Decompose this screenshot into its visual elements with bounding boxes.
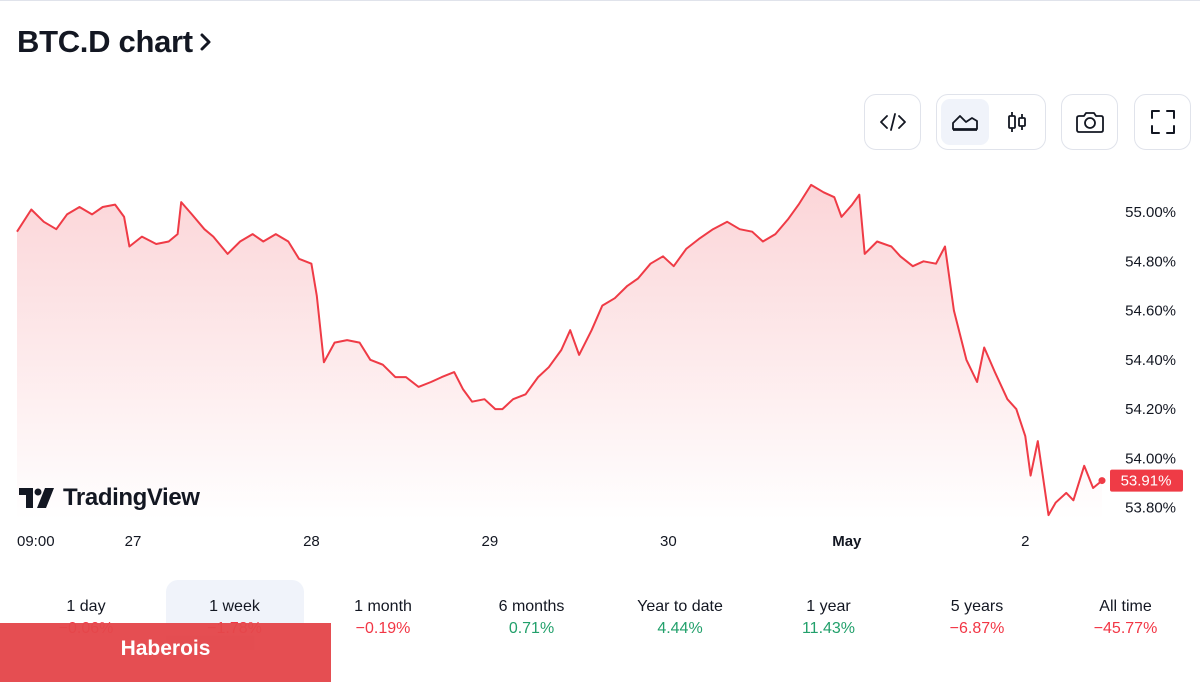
- x-tick-label: 09:00: [17, 533, 55, 550]
- fullscreen-button[interactable]: [1134, 94, 1191, 150]
- last-value-label: 53.91%: [1121, 473, 1172, 490]
- x-tick-label: May: [832, 533, 862, 550]
- range-6-months[interactable]: 6 months 0.71%: [463, 580, 601, 650]
- series-line: [16, 183, 1103, 517]
- watermark-text: Haberois: [120, 637, 211, 660]
- range-1-month[interactable]: 1 month −0.19%: [314, 580, 452, 650]
- x-tick-label: 28: [303, 533, 320, 550]
- y-tick-label: 55.00%: [1125, 204, 1176, 221]
- y-tick-label: 54.80%: [1125, 253, 1176, 270]
- screenshot-button[interactable]: [1061, 94, 1118, 150]
- range-change: −0.19%: [355, 620, 411, 637]
- price-chart[interactable]: 55.00% 54.80% 54.60% 54.40% 54.20% 54.00% 53.8…: [0, 160, 1200, 560]
- range-1-year[interactable]: 1 year 11.43%: [760, 580, 898, 650]
- x-tick-label: 27: [125, 533, 142, 550]
- x-tick-label: 2: [1021, 533, 1029, 550]
- range-label: 1 day: [66, 598, 106, 615]
- series-area-fill: [17, 184, 1102, 520]
- range-change: 0.71%: [508, 620, 555, 637]
- range-label: 1 month: [354, 598, 412, 615]
- range-label: 5 years: [950, 598, 1004, 615]
- top-divider: [0, 0, 1200, 1]
- tradingview-logo[interactable]: TradingView: [19, 484, 200, 512]
- range-change: −45.77%: [1093, 620, 1158, 637]
- y-tick-label: 54.00%: [1125, 450, 1176, 467]
- range-change: 11.43%: [801, 620, 856, 637]
- last-value-badge: [1110, 469, 1183, 492]
- chart-style-group: [936, 94, 1046, 150]
- range-label: 1 year: [806, 598, 851, 615]
- y-tick-label: 53.80%: [1125, 500, 1176, 517]
- last-point-dot: [1098, 477, 1106, 485]
- range-label: 1 week: [209, 598, 260, 615]
- x-tick-label: 29: [482, 533, 499, 550]
- y-tick-label: 54.40%: [1125, 352, 1176, 369]
- chart-title-link[interactable]: BTC.D chart: [17, 24, 213, 60]
- y-tick-label: 54.60%: [1125, 303, 1176, 320]
- range-all-time[interactable]: All time −45.77%: [1057, 580, 1195, 650]
- range-change: −6.87%: [949, 620, 1005, 637]
- fullscreen-icon: [1150, 110, 1175, 134]
- candles-style-button[interactable]: [993, 99, 1041, 145]
- page-title: BTC.D chart: [17, 24, 193, 59]
- y-tick-label: 54.20%: [1125, 401, 1176, 418]
- range-label: All time: [1099, 598, 1152, 615]
- x-tick-label: 30: [660, 533, 677, 550]
- tradingview-wordmark: TradingView: [63, 484, 200, 511]
- range-label: Year to date: [637, 598, 723, 615]
- embed-code-icon: [879, 113, 906, 131]
- area-chart-icon: [952, 115, 978, 131]
- candles-icon: [1008, 112, 1026, 132]
- area-style-button[interactable]: [941, 99, 989, 145]
- range-5-years[interactable]: 5 years −6.87%: [908, 580, 1046, 650]
- tradingview-logo-icon: [19, 488, 54, 508]
- range-label: 6 months: [498, 598, 565, 615]
- camera-icon: [1075, 112, 1104, 133]
- chevron-right-icon: [200, 33, 211, 51]
- embed-button[interactable]: [864, 94, 921, 150]
- range-change: 4.44%: [657, 620, 703, 637]
- haberois-watermark: Haberois: [0, 623, 331, 682]
- range-year-to-date[interactable]: Year to date 4.44%: [611, 580, 749, 650]
